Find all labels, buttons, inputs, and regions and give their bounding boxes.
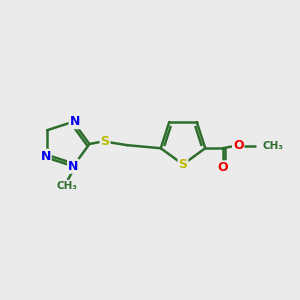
Text: S: S [178,158,188,171]
Text: N: N [68,160,78,173]
Text: CH₃: CH₃ [262,141,283,151]
Text: O: O [233,139,244,152]
Text: S: S [100,135,109,148]
Text: O: O [217,161,228,174]
Text: CH₃: CH₃ [57,181,78,191]
Text: N: N [70,115,80,128]
Text: N: N [40,150,51,163]
